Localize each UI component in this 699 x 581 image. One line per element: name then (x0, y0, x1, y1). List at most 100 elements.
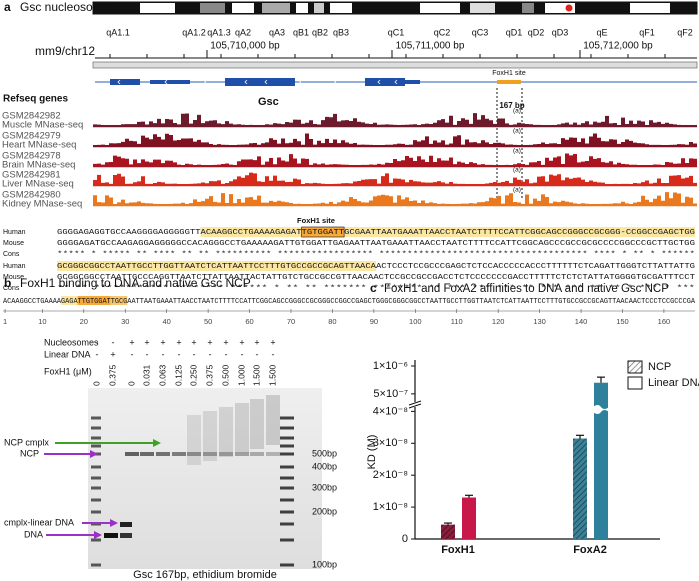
conc-value: 1.500 (267, 364, 277, 386)
lane-sign: - (96, 349, 99, 359)
bar (594, 382, 608, 539)
motif-highlight (77, 296, 111, 305)
band-label: qA3 (269, 27, 285, 37)
axis-break-mark (408, 400, 422, 406)
lane-sign: - (272, 349, 275, 359)
ncp-band (203, 452, 217, 456)
sequence: ***** * ***** ** **** ** ** ********** *… (57, 251, 695, 259)
track-name: Liver MNase-seq (2, 179, 74, 190)
band-label: qF2 (677, 27, 693, 37)
alignment-title: FoxH1 site (297, 216, 335, 225)
complex-smear (203, 411, 217, 461)
conc-value: 0 (126, 381, 136, 386)
marker-label: 200bp (312, 506, 337, 516)
ladder-band (280, 486, 294, 490)
arrow-label: NCP (20, 448, 39, 458)
strand-arrow (377, 79, 381, 85)
conc-value: 0.375 (107, 364, 117, 386)
dna-band (120, 533, 132, 538)
legend-label: Linear DNA (648, 377, 699, 389)
arrow-head (94, 531, 102, 539)
track-id: GSM2842982 (2, 111, 61, 122)
motif-highlight (110, 296, 128, 305)
ladder-band (280, 444, 294, 448)
band-label: qD3 (552, 27, 569, 37)
bar-hatch (573, 438, 587, 539)
ladder-band (280, 510, 294, 514)
ruler-label: 60 (245, 317, 253, 326)
ideogram (92, 1, 698, 15)
lane-sign: + (223, 337, 228, 347)
ncp-band (140, 452, 154, 456)
lane-sign: + (191, 337, 196, 347)
row-label: Linear DNA (44, 349, 91, 359)
ladder-band (280, 563, 294, 567)
ladder-band (280, 452, 294, 456)
scale-bar (92, 61, 698, 69)
arrow-label: cmplx-linear DNA (4, 517, 74, 527)
conc-value: 0.031 (141, 364, 151, 386)
ruler-label: 80 (328, 317, 336, 326)
band-label: qD1 (506, 27, 523, 37)
y-tick-label: 5×10⁻⁷ (373, 388, 408, 400)
arrow-head (110, 519, 118, 527)
arrow-head (90, 450, 98, 458)
panel-label: b (4, 276, 11, 290)
lane-sign: + (270, 337, 275, 347)
marker-label: 400bp (312, 461, 337, 471)
ncp-band (219, 452, 233, 456)
lane-sign: - (112, 337, 115, 347)
conc-value: 0.063 (157, 364, 167, 386)
y-tick-label: 4×10⁻⁸ (373, 405, 408, 417)
axis-break (409, 402, 421, 407)
row-label: Nucleosomes (44, 337, 99, 347)
strand-arrow (204, 79, 208, 85)
track-mark: (a) (513, 128, 521, 135)
ruler-label: 50 (204, 317, 212, 326)
strand-arrow (334, 79, 338, 85)
y-axis-label: KD (M) (366, 435, 378, 470)
site-label: FoxH1 site (492, 70, 526, 77)
band-label: qC2 (434, 27, 451, 37)
track-mark: (a) (513, 148, 521, 155)
coordinate-label: 105,712,000 bp (583, 41, 653, 52)
legend-swatch (627, 360, 643, 374)
ruler-label: 70 (287, 317, 295, 326)
complex-smear (266, 395, 280, 445)
marker-label: 500bp (312, 448, 337, 458)
band-label: qA2 (235, 27, 251, 37)
ladder-band (91, 538, 101, 542)
strand-arrow (164, 79, 168, 85)
dna-band (120, 522, 132, 527)
motif-highlight (301, 226, 345, 238)
ruler-label: 130 (533, 317, 546, 326)
axis-break-mark (408, 403, 422, 409)
legend-label: NCP (648, 361, 671, 373)
species-label: Cons (3, 285, 20, 292)
lane-sign: + (207, 337, 212, 347)
track-id: GSM2842980 (2, 190, 61, 201)
y-tick-label: 1×10⁻⁸ (373, 501, 408, 513)
conc-value: 0 (91, 381, 101, 386)
ladder-band (91, 426, 101, 430)
ladder-band (91, 444, 101, 448)
band-label: qB2 (312, 27, 328, 37)
conc-value: 0.125 (173, 364, 183, 386)
bar-break (593, 405, 609, 414)
bar-hatch (441, 524, 455, 539)
arrow-label: DNA (24, 529, 43, 539)
species-label: Mouse (3, 240, 24, 247)
track-name: Kidney MNase-seq (2, 199, 82, 210)
conc-value: 0.250 (188, 364, 198, 386)
ladder-band (91, 416, 101, 420)
y-tick-label: 0 (402, 533, 408, 545)
lane-sign: - (96, 337, 99, 347)
ruler-label: 100 (409, 317, 422, 326)
ladder-band (280, 465, 294, 469)
sequence: ACAAGGCCTGAAAAGAGATTGTGGATTGCGAATTAATGAA… (3, 298, 696, 306)
strand-arrow (244, 79, 248, 85)
lane-sign: - (225, 349, 228, 359)
caption: Gsc 167bp, ethidium bromide (133, 569, 277, 581)
arrow-label: NCP cmplx (4, 437, 49, 447)
lane-sign: - (178, 349, 181, 359)
